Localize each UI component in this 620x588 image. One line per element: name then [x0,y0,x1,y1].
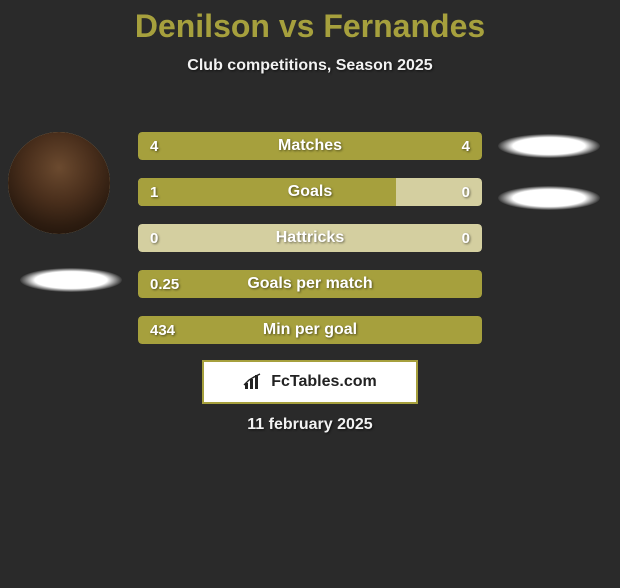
stat-row: Hattricks0 0 [138,224,482,252]
source-badge: FcTables.com [202,360,418,404]
stat-row: Goals1 0 [138,178,482,206]
stat-label: Min per goal [138,316,482,344]
stat-label: Hattricks [138,224,482,252]
badge-text: FcTables.com [271,373,377,391]
stat-row: Matches4 4 [138,132,482,160]
stat-label: Goals per match [138,270,482,298]
title-text: Denilson vs Fernandes [135,8,485,44]
stat-value-left: 434 [150,316,175,344]
stat-row: Min per goal434 [138,316,482,344]
avatar-circle [8,132,110,234]
player-left-shadow [20,268,122,292]
page-subtitle: Club competitions, Season 2025 [0,57,620,75]
stats-bars: Matches44Goals10Hattricks00Goals per mat… [138,132,482,362]
avatar-face [8,132,110,234]
stat-value-right: 0 [462,224,470,252]
stat-value-left: 0 [150,224,158,252]
stat-row: Goals per match0.25 [138,270,482,298]
player-right-shadow-1 [498,134,600,158]
stat-value-left: 0.25 [150,270,179,298]
stat-value-right: 4 [462,132,470,160]
stat-label: Goals [138,178,482,206]
bar-chart-icon [243,373,265,391]
player-right-shadow-2 [498,186,600,210]
stat-value-right: 0 [462,178,470,206]
page-title: Denilson vs Fernandes [0,8,620,45]
date-text: 11 february 2025 [0,416,620,434]
stat-label: Matches [138,132,482,160]
stat-value-left: 1 [150,178,158,206]
player-left-avatar [8,132,112,236]
stat-value-left: 4 [150,132,158,160]
